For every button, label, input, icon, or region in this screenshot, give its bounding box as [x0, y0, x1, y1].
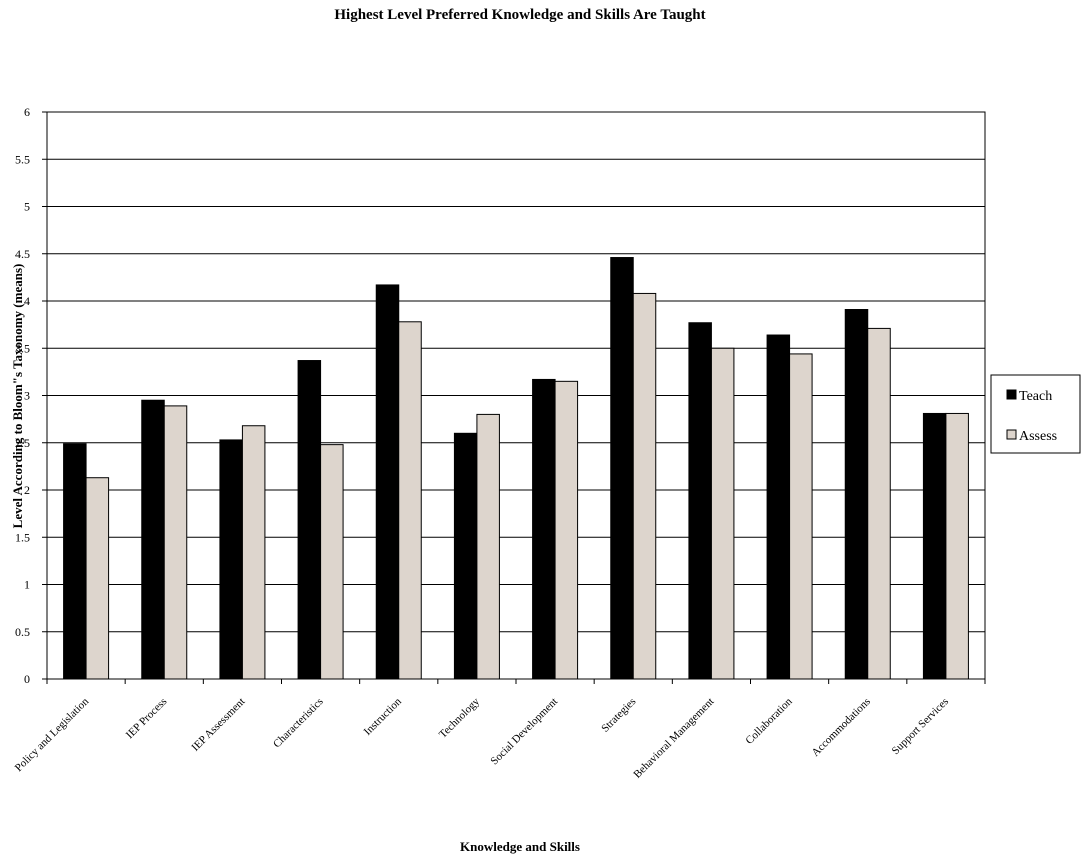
bar-assess [710, 347, 735, 680]
y-tick-label: 0 [24, 672, 30, 686]
gridlines [47, 111, 985, 633]
x-tick-label: Policy and Legislation [13, 695, 92, 774]
y-tick-label: 3.5 [15, 341, 30, 355]
bar-assess [320, 444, 344, 680]
bar-teach [766, 334, 791, 680]
y-axis-ticks: 0 0.5 1 1.5 2 2.5 3 3.5 4 4.5 5 5.5 6 [15, 105, 986, 686]
x-tick-label: IEP Process [124, 696, 170, 742]
bar-assess [85, 477, 110, 680]
y-tick-label: 5.5 [15, 152, 30, 166]
bar-teach [922, 412, 947, 680]
y-tick-label: 3 [24, 389, 30, 403]
bar-assess [632, 292, 657, 680]
legend-swatch-teach [1006, 389, 1017, 400]
x-tick-label: Strategies [599, 696, 638, 735]
bar-teach [844, 309, 869, 680]
bar-assess [554, 380, 579, 680]
bar-teach [532, 378, 556, 680]
y-tick-label: 2 [24, 483, 30, 497]
bar-assess [789, 353, 813, 680]
legend-label-teach: Teach [1019, 389, 1052, 404]
y-tick-label: 2.5 [15, 436, 30, 450]
y-axis-title: Level According to Bloom"s Taxonomy (mea… [10, 264, 25, 529]
bar-teach [219, 439, 243, 680]
x-tick-label: Behavioral Management [631, 696, 716, 781]
bar-teach [688, 322, 712, 680]
bar-teach [141, 399, 165, 680]
bar-teach [453, 432, 478, 680]
bar-assess [241, 425, 266, 680]
legend-swatch-assess [1006, 429, 1017, 440]
bar-teach [297, 360, 322, 680]
x-tick-label: IEP Assessment [189, 696, 247, 754]
bars [63, 257, 969, 680]
x-tick-label: Technology [437, 695, 482, 740]
chart-title: Highest Level Preferred Knowledge and Sk… [334, 7, 705, 23]
y-tick-label: 4 [24, 294, 30, 308]
y-tick-label: 0.5 [15, 625, 30, 639]
y-tick-label: 4.5 [15, 247, 30, 261]
x-tick-label: Collaboration [743, 695, 795, 747]
bar-assess [398, 321, 422, 680]
x-tick-label: Social Development [488, 696, 560, 768]
x-tick-label: Characteristics [271, 696, 326, 751]
bar-assess [867, 327, 891, 680]
bar-teach [610, 257, 634, 680]
y-tick-label: 6 [24, 105, 30, 119]
x-tick-label: Support Services [890, 696, 951, 757]
legend-box [990, 374, 1081, 454]
bar-teach [63, 443, 87, 680]
x-axis-title: Knowledge and Skills [460, 839, 580, 854]
bar-assess [163, 405, 188, 680]
bar-assess [945, 412, 969, 680]
y-tick-label: 5 [24, 200, 30, 214]
legend-label-assess: Assess [1019, 429, 1057, 444]
x-tick-label: Accommodations [810, 696, 873, 759]
x-tick-label: Instruction [362, 695, 405, 738]
bar-teach [375, 284, 400, 680]
x-axis-labels: Policy and Legislation IEP Process IEP Ass… [13, 695, 951, 781]
y-tick-label: 1 [24, 578, 30, 592]
legend: Teach Assess [990, 374, 1081, 454]
y-tick-label: 1.5 [15, 530, 30, 544]
bar-assess [476, 413, 500, 680]
